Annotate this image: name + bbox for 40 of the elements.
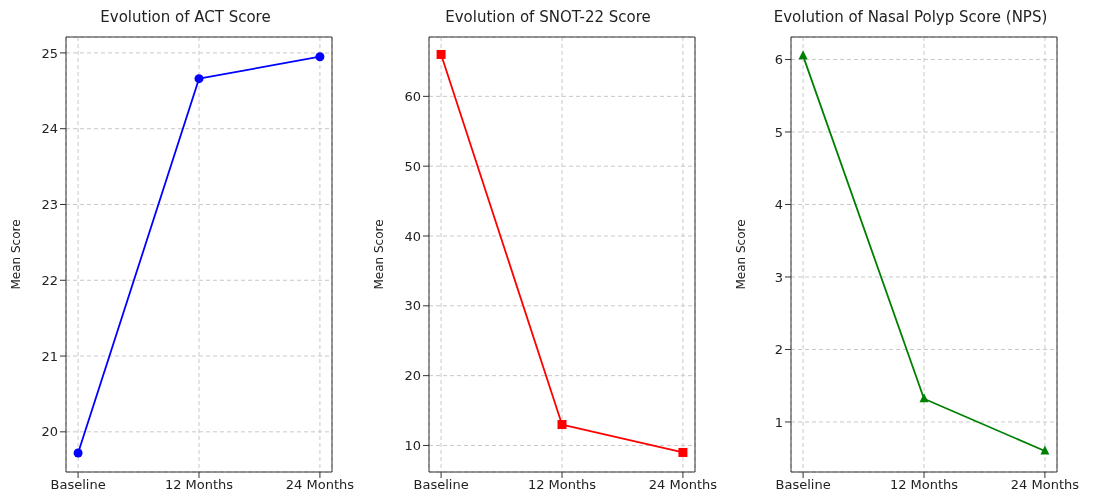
- x-tick-label: 24 Months: [648, 477, 717, 493]
- x-tick-label: 12 Months: [164, 477, 234, 493]
- point: [919, 393, 929, 403]
- y-tick-label: 20: [41, 424, 58, 440]
- y-tick-label: 22: [41, 272, 58, 288]
- x-tick-label: Baseline: [775, 477, 831, 493]
- y-tick-label: 4: [774, 197, 783, 213]
- y-tick-label: 2: [774, 342, 783, 358]
- y-tick-label: 3: [774, 269, 783, 285]
- y-axis-title: Mean Score: [9, 219, 24, 290]
- y-tick-label: 60: [403, 88, 421, 104]
- y-tick-label: 20: [403, 368, 421, 384]
- point: [436, 49, 446, 59]
- x-tick-label: Baseline: [50, 477, 106, 493]
- y-tick-label: 40: [403, 228, 421, 244]
- x-tick-label: 24 Months: [1010, 477, 1080, 493]
- x-tick-label: 24 Months: [285, 477, 355, 493]
- point: [315, 52, 325, 62]
- point: [557, 420, 566, 430]
- point: [194, 74, 204, 84]
- y-tick-label: 1: [774, 414, 783, 430]
- y-tick-label: 25: [41, 45, 58, 61]
- y-tick-label: 30: [403, 298, 421, 314]
- y-axis-title: Mean Score: [734, 219, 749, 290]
- y-tick-label: 21: [41, 348, 58, 364]
- y-axis-title: Mean Score: [371, 219, 386, 290]
- point: [73, 448, 83, 458]
- x-tick-label: 12 Months: [527, 477, 596, 493]
- y-tick-label: 6: [774, 52, 783, 68]
- x-tick-label: 12 Months: [889, 477, 959, 493]
- chart-title: Evolution of SNOT-22 Score: [444, 8, 652, 28]
- x-tick-label: Baseline: [413, 477, 469, 493]
- chart-title: Evolution of Nasal Polyp Score (NPS): [772, 8, 1049, 28]
- point: [677, 447, 687, 457]
- y-tick-label: 5: [774, 124, 783, 140]
- y-tick-label: 23: [41, 197, 58, 213]
- y-tick-label: 10: [403, 438, 421, 454]
- y-tick-label: 50: [403, 158, 421, 174]
- y-tick-label: 24: [41, 121, 58, 137]
- chart-title: Evolution of ACT Score: [99, 8, 272, 28]
